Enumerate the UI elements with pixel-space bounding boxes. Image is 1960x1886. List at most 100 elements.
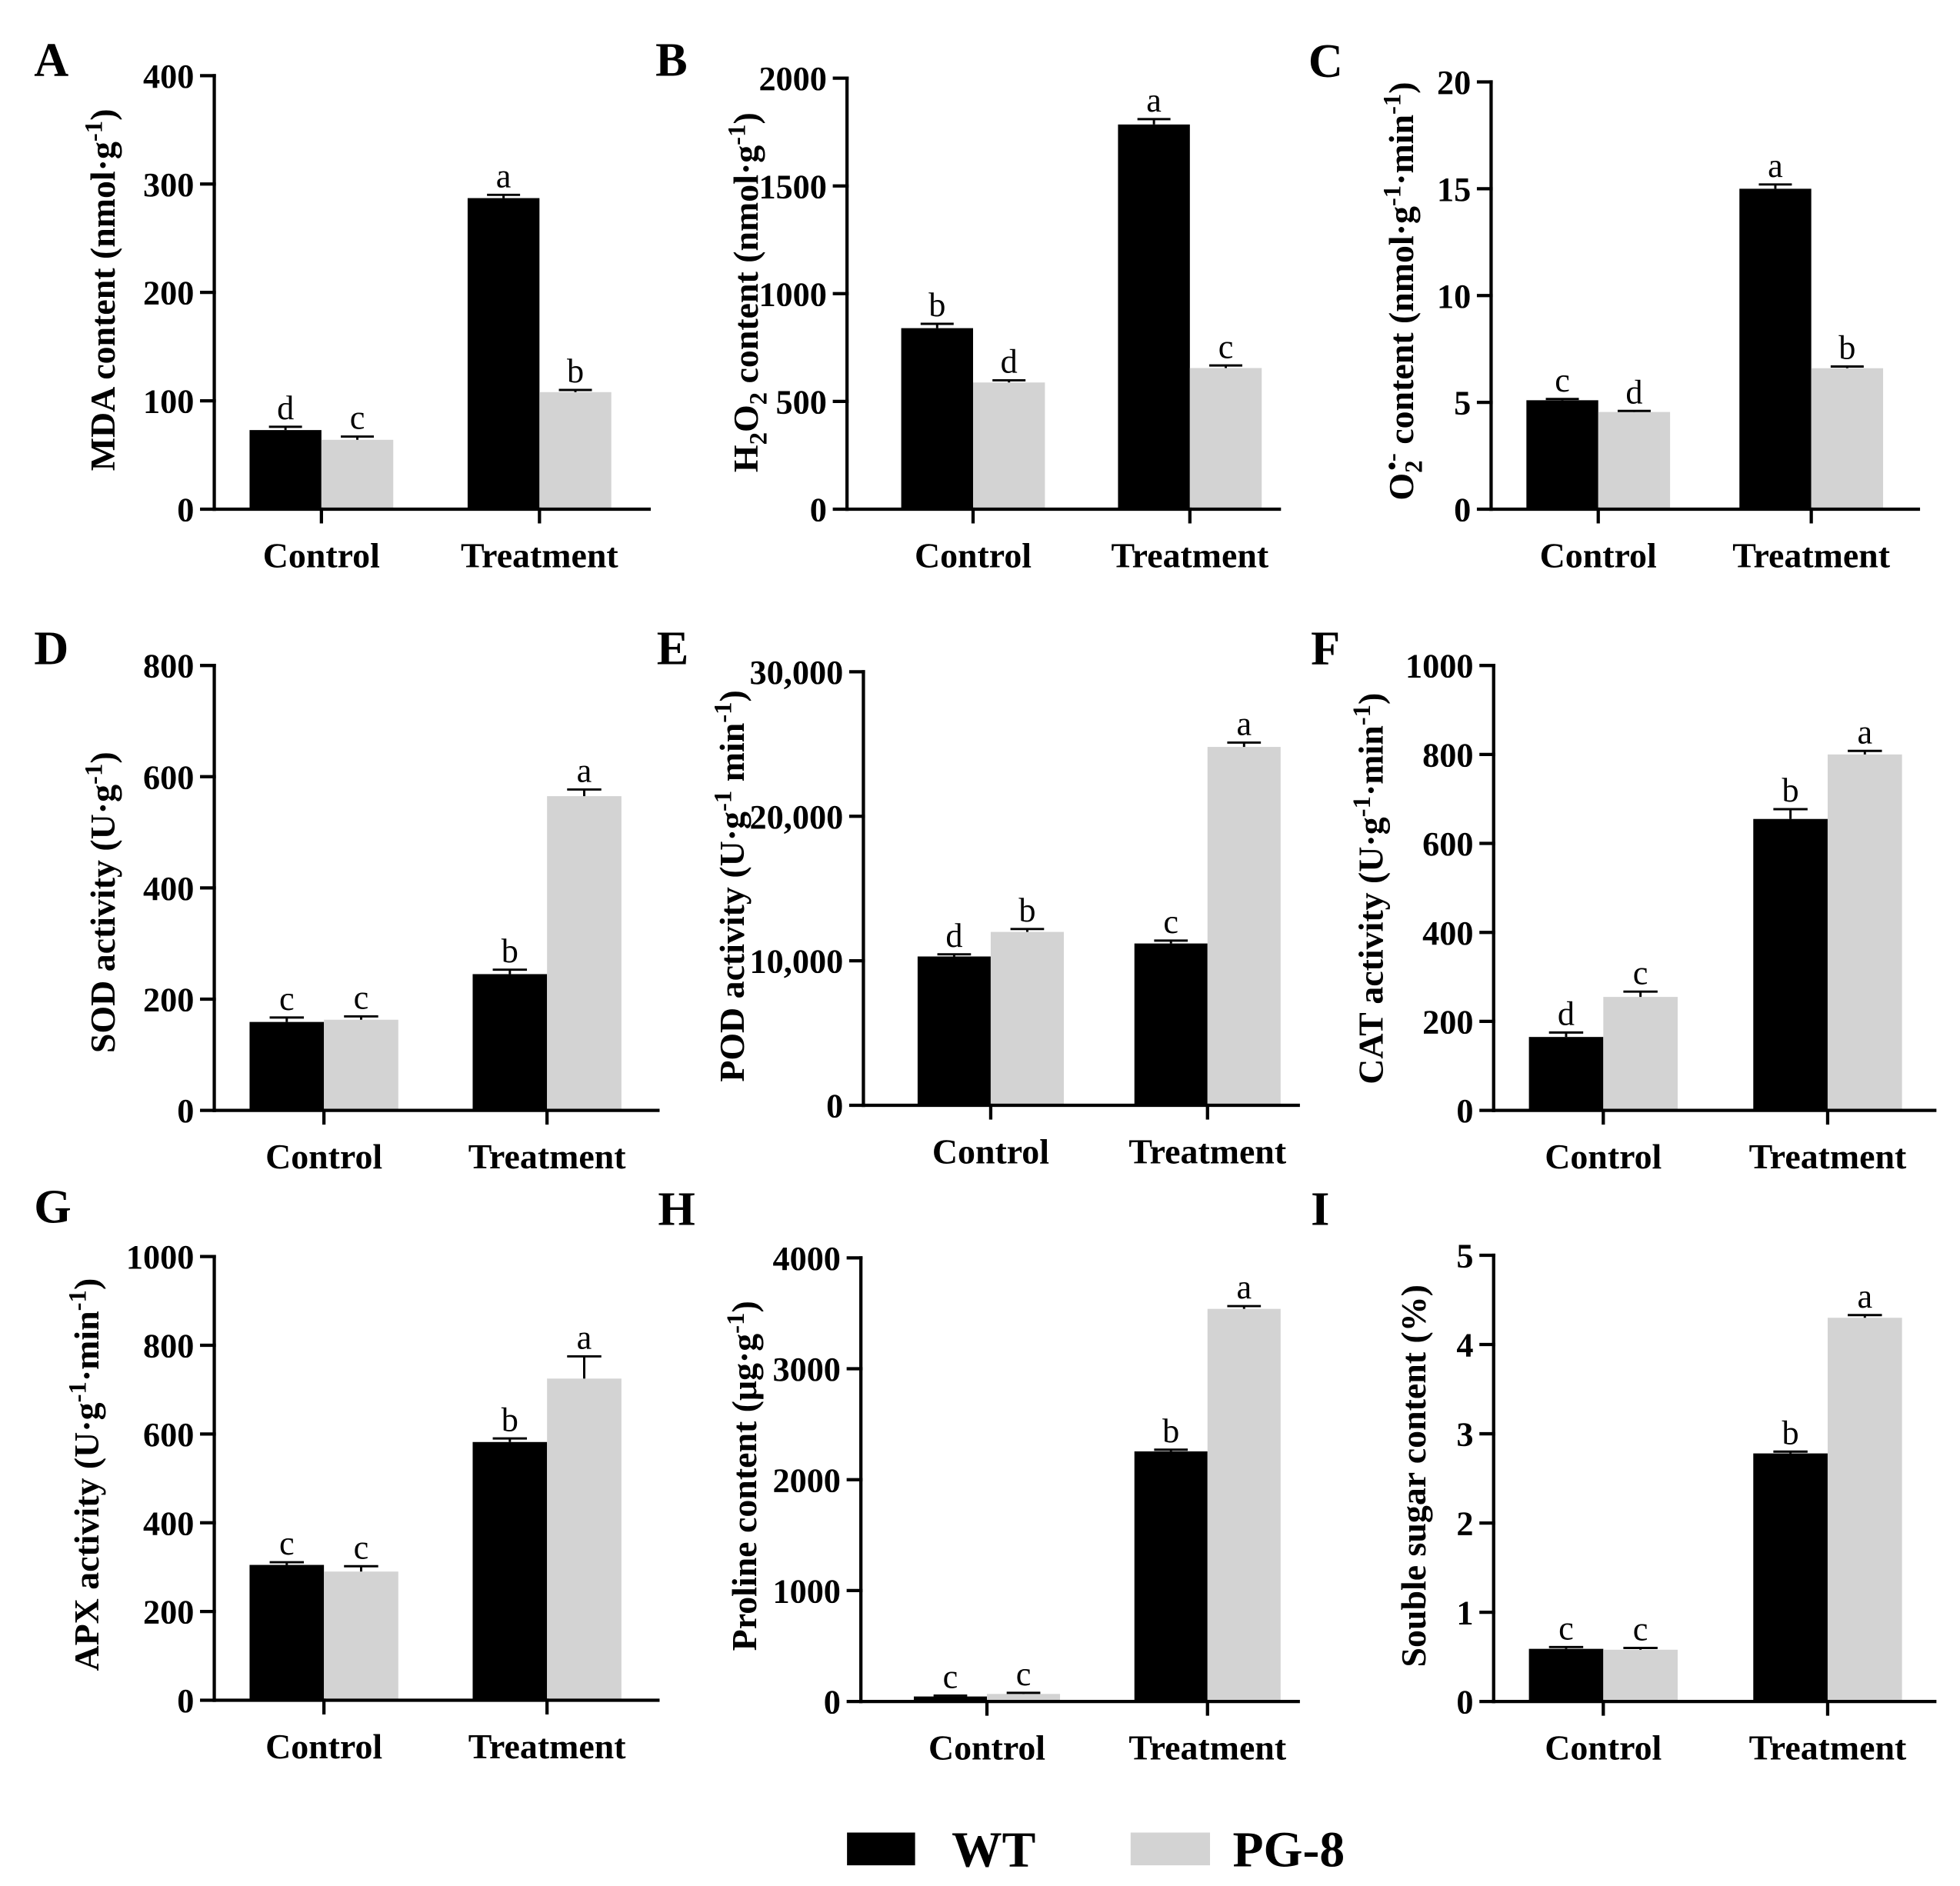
y-tick-label: 0 bbox=[826, 1088, 843, 1125]
legend-swatch-pg-8 bbox=[1130, 1832, 1211, 1866]
significance-letter: b bbox=[567, 352, 584, 390]
error-bar bbox=[341, 435, 375, 440]
y-axis-title: MDA content (nmol·g-1) bbox=[81, 109, 122, 471]
y-axis-title-part: -1 bbox=[723, 125, 751, 145]
y-axis-title-part: ) bbox=[1382, 82, 1421, 93]
bar-pg-8-control bbox=[1598, 412, 1671, 509]
error-bar bbox=[492, 968, 528, 975]
y-tick-label: 200 bbox=[143, 275, 194, 312]
panel-label: H bbox=[658, 1184, 695, 1236]
category-label-control: Control bbox=[263, 535, 380, 575]
error-bar bbox=[1154, 1448, 1188, 1451]
category-label-control: Control bbox=[265, 1137, 382, 1176]
y-tick-label: 400 bbox=[143, 870, 194, 908]
y-tick-label: 200 bbox=[1422, 1003, 1473, 1041]
error-bar bbox=[492, 1437, 528, 1442]
error-bar bbox=[1227, 1305, 1262, 1309]
panel-label: I bbox=[1311, 1184, 1329, 1236]
panel-label: B bbox=[655, 34, 688, 86]
significance-letter: c bbox=[1558, 1610, 1574, 1648]
bar-wt-control bbox=[1528, 1648, 1604, 1702]
y-axis-title-part: -1 bbox=[709, 791, 737, 811]
y-tick-label: 0 bbox=[177, 1092, 194, 1130]
error-bar bbox=[1758, 183, 1792, 189]
panel-c: Cc a d b 0 5 10 15 20 Control Treatment O2•- conten… bbox=[1308, 35, 1921, 575]
error-bar bbox=[567, 788, 602, 797]
significance-letter: a bbox=[1236, 705, 1252, 743]
significance-letter: c bbox=[943, 1658, 958, 1696]
significance-letter: c bbox=[1633, 1611, 1648, 1648]
y-tick-label: 1500 bbox=[758, 168, 826, 205]
bar-wt-control bbox=[249, 430, 322, 509]
y-tick-label: 1000 bbox=[772, 1572, 840, 1610]
y-axis-title-part: SOD activity (U·g bbox=[83, 785, 122, 1053]
y-tick-label: 100 bbox=[143, 383, 194, 421]
bar-wt-treatment bbox=[1134, 1451, 1208, 1702]
bar-pg-8-treatment bbox=[1207, 1308, 1281, 1702]
error-bar bbox=[1773, 1450, 1808, 1454]
significance-letter: a bbox=[577, 752, 592, 790]
significance-letter: b bbox=[1162, 1412, 1179, 1450]
significance-letter: d bbox=[277, 389, 294, 427]
y-axis-title-part: -1 bbox=[1348, 705, 1376, 725]
category-label-control: Control bbox=[928, 1728, 1045, 1767]
significance-letter: a bbox=[1857, 713, 1872, 751]
y-axis-title: Souble sugar content (%) bbox=[1394, 1285, 1433, 1667]
category-label-treatment: Treatment bbox=[468, 1137, 626, 1176]
significance-letter: d bbox=[1001, 343, 1018, 381]
significance-letter: c bbox=[354, 1528, 369, 1566]
legend: WT PG-8 bbox=[847, 1823, 1345, 1878]
y-axis-title-part: APX activity (U·g bbox=[67, 1402, 106, 1671]
legend-swatch-wt bbox=[847, 1832, 915, 1866]
y-tick-label: 10 bbox=[1437, 278, 1471, 315]
y-tick-label: 200 bbox=[143, 981, 194, 1019]
y-axis-title-part: -1 bbox=[709, 701, 737, 722]
y-tick-label: 800 bbox=[143, 648, 194, 685]
bar-wt-treatment bbox=[472, 1441, 548, 1701]
y-tick-label: 400 bbox=[143, 1504, 194, 1542]
category-label-control: Control bbox=[1545, 1137, 1662, 1176]
error-bar bbox=[1154, 939, 1188, 944]
error-bar bbox=[268, 425, 302, 431]
y-axis-title: SOD activity (U·g-1) bbox=[81, 751, 122, 1053]
panel-label: A bbox=[34, 34, 68, 86]
panel-g: Gc b c a 0 200 400 600 800 1000 Control Treatment AP… bbox=[34, 1181, 660, 1766]
y-axis-title-part: •- bbox=[1378, 453, 1406, 470]
error-bar bbox=[1545, 398, 1579, 401]
y-tick-label: 0 bbox=[1456, 1092, 1473, 1130]
significance-letter: c bbox=[1555, 362, 1570, 399]
panel-label: E bbox=[657, 623, 689, 675]
error-bar bbox=[567, 1355, 602, 1379]
category-label-control: Control bbox=[915, 535, 1032, 575]
y-axis-title-part: -1 bbox=[81, 121, 108, 142]
y-tick-label: 5 bbox=[1454, 385, 1471, 422]
significance-letter: d bbox=[1625, 373, 1642, 411]
y-tick-label: 0 bbox=[824, 1684, 841, 1721]
y-tick-label: 1000 bbox=[126, 1238, 194, 1276]
y-tick-label: 500 bbox=[776, 383, 827, 421]
bar-pg-8-treatment bbox=[1827, 1318, 1902, 1702]
y-axis-title-part: content (nmol·g bbox=[1382, 206, 1421, 453]
error-bar bbox=[1209, 364, 1243, 368]
bar-pg-8-control bbox=[324, 1571, 398, 1701]
category-label-treatment: Treatment bbox=[461, 535, 618, 575]
bar-wt-control bbox=[1528, 1037, 1604, 1111]
panel-label: C bbox=[1308, 35, 1343, 88]
significance-letter: c bbox=[1218, 328, 1234, 365]
y-tick-label: 200 bbox=[143, 1594, 194, 1631]
bar-pg-8-treatment bbox=[1189, 368, 1262, 509]
y-tick-label: 20,000 bbox=[750, 798, 844, 836]
bar-pg-8-control bbox=[321, 439, 394, 509]
bar-pg-8-control bbox=[972, 382, 1045, 509]
y-tick-label: 3000 bbox=[772, 1351, 840, 1388]
y-axis-title: APX activity (U·g-1·min-1) bbox=[64, 1278, 105, 1671]
y-axis-title-part: O bbox=[1382, 473, 1421, 501]
bar-pg-8-treatment bbox=[547, 1378, 622, 1701]
error-bar bbox=[937, 953, 972, 957]
y-axis-title: POD activity (U·g-1 min-1) bbox=[709, 690, 751, 1081]
y-tick-label: 0 bbox=[1456, 1684, 1473, 1721]
category-label-control: Control bbox=[1545, 1728, 1662, 1767]
y-tick-label: 4 bbox=[1456, 1327, 1473, 1365]
y-tick-label: 20 bbox=[1437, 64, 1471, 102]
